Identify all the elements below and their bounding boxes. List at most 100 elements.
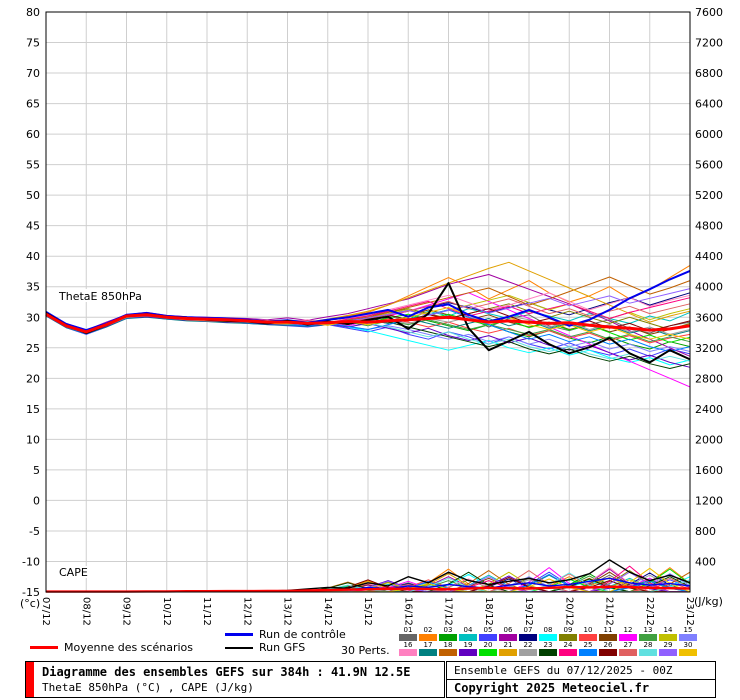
member-swatch	[539, 649, 557, 656]
member-swatch	[439, 634, 457, 641]
member-number-label: 18	[443, 641, 453, 649]
member-swatch	[539, 634, 557, 641]
member-swatch	[499, 634, 517, 641]
member-number-label: 14	[663, 626, 673, 634]
member-number-label: 27	[623, 641, 633, 649]
member-swatch-cell-11	[598, 634, 618, 641]
members-swatch-row-2	[398, 649, 700, 656]
mean-cape-line	[46, 585, 691, 593]
member-swatch-cell-19	[458, 649, 478, 656]
x-tick-label: 17/12	[443, 597, 454, 626]
member-number-27: 27	[618, 641, 638, 649]
member-swatch	[619, 634, 637, 641]
y-right-tick-label: 4800	[695, 220, 723, 233]
y-left-tick-label: 55	[26, 159, 40, 172]
y-left-tick-label: 5	[33, 464, 40, 477]
member-number-04: 04	[458, 626, 478, 634]
member-number-label: 10	[583, 626, 593, 634]
y-right-tick-label: 5200	[695, 189, 723, 202]
member-number-label: 23	[543, 641, 553, 649]
member-number-28: 28	[638, 641, 658, 649]
member-number-05: 05	[478, 626, 498, 634]
member-swatch-cell-28	[638, 649, 658, 656]
member-number-label: 29	[663, 641, 673, 649]
member-swatch-cell-12	[618, 634, 638, 641]
y-left-tick-label: 65	[26, 98, 40, 111]
member-swatch	[619, 649, 637, 656]
member-swatch	[479, 634, 497, 641]
x-tick-label: 21/12	[604, 597, 615, 626]
y-left-tick-label: 25	[26, 342, 40, 355]
plot-border	[45, 11, 691, 593]
y-right-tick-label: 2000	[695, 433, 723, 446]
member-number-label: 22	[523, 641, 533, 649]
member-number-14: 14	[658, 626, 678, 634]
member-swatch-cell-13	[638, 634, 658, 641]
legend-gfs: Run GFS	[225, 641, 305, 654]
y-right-tick-label: 1600	[695, 464, 723, 477]
legend-members-grid: 01 02 03 04 05 06 07 08 09 10 11 12 13 14 15 16 17 18 19 2…	[398, 626, 700, 656]
x-tick-label: 14/12	[322, 597, 333, 626]
member-swatch-cell-05	[478, 634, 498, 641]
copyright: Copyright 2025 Meteociel.fr	[454, 681, 650, 695]
mean-line-sample	[30, 646, 58, 649]
member-number-label: 13	[643, 626, 653, 634]
y-right-tick-label: 3600	[695, 311, 723, 324]
member-number-label: 17	[423, 641, 433, 649]
member-number-26: 26	[598, 641, 618, 649]
member-number-06: 06	[498, 626, 518, 634]
x-tick-label: 11/12	[201, 597, 212, 626]
member-number-15: 15	[678, 626, 698, 634]
member-swatch-cell-07	[518, 634, 538, 641]
member-number-label: 20	[483, 641, 493, 649]
ensemble-chart: 80757065605550454035302520151050-5-10-15…	[20, 6, 723, 626]
legend-control: Run de contrôle	[225, 628, 346, 641]
chart-subtitle: ThetaE 850hPa (°C) , CAPE (J/kg)	[42, 681, 254, 694]
member-swatch	[479, 649, 497, 656]
gfs-line-sample	[225, 646, 253, 649]
cape-curve-label: CAPE	[59, 566, 88, 579]
x-tick-label: 22/12	[644, 597, 655, 626]
x-tick-label: 18/12	[483, 597, 494, 626]
member-number-13: 13	[638, 626, 658, 634]
y-left-tick-label: 35	[26, 281, 40, 294]
member-swatch	[659, 634, 677, 641]
member-swatch	[559, 634, 577, 641]
chart-title: Diagramme des ensembles GEFS sur 384h : …	[42, 665, 411, 679]
member-swatch-cell-15	[678, 634, 698, 641]
member-number-17: 17	[418, 641, 438, 649]
member-number-02: 02	[418, 626, 438, 634]
member-swatch	[419, 634, 437, 641]
y-left-tick-label: 30	[26, 311, 40, 324]
member-number-label: 08	[543, 626, 553, 634]
member-number-18: 18	[438, 641, 458, 649]
x-tick-label: 16/12	[402, 597, 413, 626]
member-swatch	[599, 634, 617, 641]
member-swatch	[519, 634, 537, 641]
member-swatch-cell-29	[658, 649, 678, 656]
member-number-03: 03	[438, 626, 458, 634]
member-number-19: 19	[458, 641, 478, 649]
member-swatch-cell-20	[478, 649, 498, 656]
member-number-label: 03	[443, 626, 453, 634]
member-swatch	[679, 649, 697, 656]
members-number-row-1: 01 02 03 04 05 06 07 08 09 10 11 12 13 14 15	[398, 626, 700, 634]
member-number-25: 25	[578, 641, 598, 649]
thetae-label-bg	[56, 289, 148, 302]
y-left-tick-label: 45	[26, 220, 40, 233]
y-left-tick-label: 75	[26, 37, 40, 50]
member-number-09: 09	[558, 626, 578, 634]
run-info-box: Ensemble GEFS du 07/12/2025 - 00Z Copyri…	[446, 661, 716, 698]
member-number-label: 07	[523, 626, 533, 634]
y-right-tick-label: 800	[695, 525, 716, 538]
y-left-tick-label: 15	[26, 403, 40, 416]
y-left-tick-label: 60	[26, 128, 40, 141]
member-number-label: 12	[623, 626, 633, 634]
member-swatch	[499, 649, 517, 656]
member-number-label: 28	[643, 641, 653, 649]
x-tick-label: 13/12	[282, 597, 293, 626]
member-number-20: 20	[478, 641, 498, 649]
y-right-tick-label: 6800	[695, 67, 723, 80]
member-swatch	[559, 649, 577, 656]
